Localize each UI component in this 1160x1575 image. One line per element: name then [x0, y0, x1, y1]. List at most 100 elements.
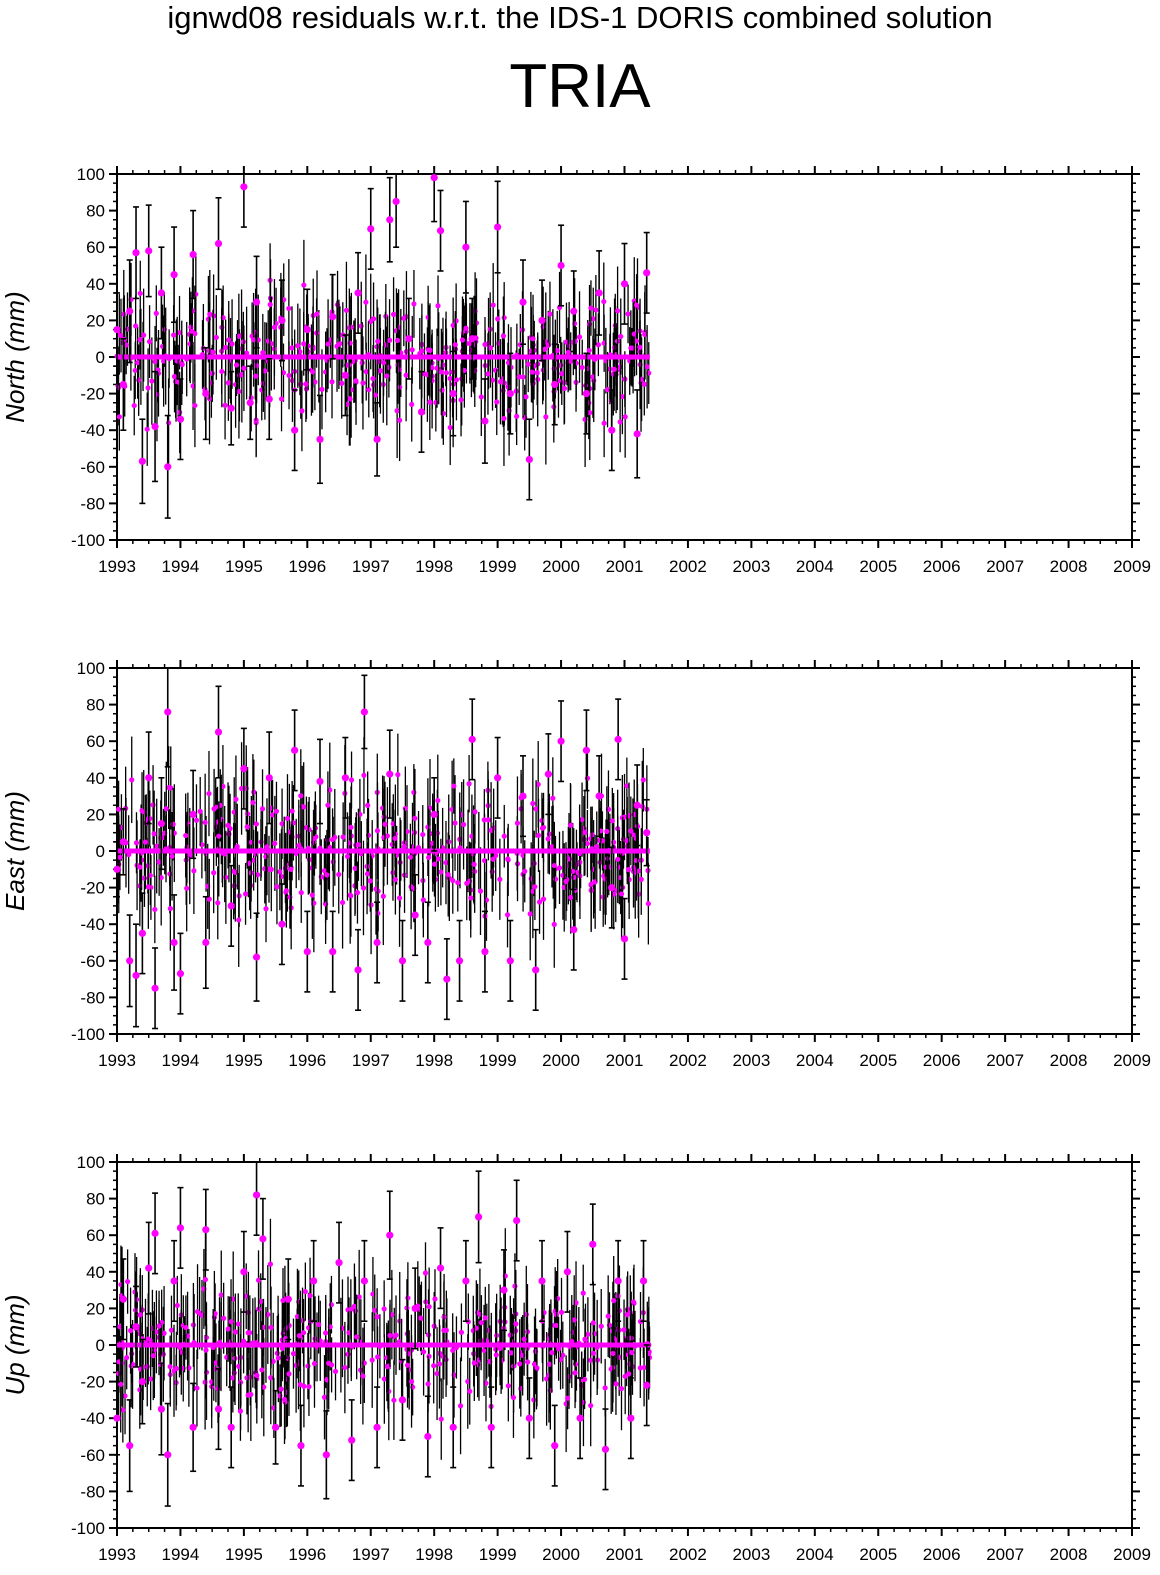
residual-point [538, 1277, 546, 1285]
residual-point [485, 817, 491, 823]
residual-point [298, 793, 304, 799]
residual-point [488, 827, 494, 833]
y-tick-label: -80 [80, 988, 105, 1007]
residual-point [316, 1321, 322, 1328]
residual-point [277, 869, 283, 875]
residual-point [297, 1442, 305, 1450]
y-tick-label: -20 [80, 385, 105, 404]
residual-point [298, 381, 304, 387]
residual-point [244, 350, 250, 356]
residual-point [150, 802, 156, 808]
residual-point [441, 1327, 447, 1334]
residual-point [157, 1405, 166, 1413]
x-tick-label: 1999 [479, 1051, 517, 1070]
residual-point [341, 371, 349, 379]
residual-point [193, 291, 199, 297]
y-tick-label: 80 [86, 202, 105, 221]
residual-point [360, 1277, 369, 1285]
residual-point [641, 381, 647, 387]
x-tick-label: 2006 [923, 557, 961, 576]
residual-point [306, 1384, 312, 1390]
x-tick-label: 1995 [225, 1545, 263, 1564]
residual-point [595, 342, 601, 348]
x-tick-label: 2008 [1050, 557, 1088, 576]
residual-point [319, 386, 325, 392]
residual-point [279, 821, 285, 827]
residual-point [467, 1388, 473, 1394]
residual-point [321, 1394, 328, 1400]
y-tick-label: 40 [86, 275, 105, 294]
residual-point [568, 358, 574, 364]
residual-point [303, 948, 311, 956]
residual-point [267, 1261, 274, 1267]
residual-point [202, 390, 210, 398]
x-tick-label: 1995 [225, 557, 263, 576]
y-tick-label: 100 [77, 1153, 105, 1172]
residual-point [363, 299, 369, 305]
y-tick-label: 100 [77, 165, 105, 184]
residual-point [219, 368, 225, 375]
residual-point [153, 310, 159, 316]
residual-point [411, 1304, 419, 1312]
residual-point [452, 820, 458, 826]
residual-point [118, 1381, 124, 1387]
residual-point [426, 1304, 432, 1310]
residual-point [152, 359, 158, 365]
residual-point [189, 810, 197, 819]
residual-point [192, 402, 198, 409]
residual-point [369, 1357, 375, 1363]
residual-point [390, 311, 397, 317]
residual-point [113, 865, 121, 873]
residual-point [228, 1319, 234, 1325]
residual-point [563, 878, 569, 885]
residual-point [289, 345, 295, 351]
residual-point [132, 1323, 140, 1331]
residual-point [443, 370, 450, 376]
residual-point [190, 1322, 197, 1328]
residual-point [202, 1379, 208, 1385]
residual-point [401, 844, 408, 850]
residual-point [420, 897, 426, 903]
residual-point [161, 358, 167, 364]
residual-point [382, 821, 388, 827]
residual-point [525, 1414, 533, 1422]
residual-point [625, 867, 632, 873]
residual-point [513, 1216, 521, 1225]
residual-point [361, 772, 367, 778]
x-tick-label: 1994 [162, 1051, 200, 1070]
residual-point [533, 806, 539, 812]
residual-point [120, 1407, 126, 1413]
residual-point [363, 369, 369, 375]
residual-point [449, 1423, 457, 1431]
residual-point [432, 1296, 438, 1302]
residual-point [435, 856, 441, 862]
residual-point [468, 895, 474, 901]
residual-point [544, 770, 552, 778]
x-tick-label: 1999 [479, 557, 517, 576]
residual-point [348, 777, 355, 783]
residual-point [392, 876, 398, 883]
x-tick-label: 1998 [415, 557, 453, 576]
residual-point [551, 380, 559, 389]
residual-point [163, 806, 169, 812]
x-tick-label: 1997 [352, 1545, 390, 1564]
residual-point [403, 372, 409, 378]
residual-point [490, 856, 496, 862]
residual-point [176, 970, 185, 978]
residual-point [116, 414, 122, 420]
residual-point [633, 857, 640, 864]
residual-point [133, 840, 140, 846]
residual-point [426, 854, 432, 861]
residual-point [131, 402, 137, 409]
residual-point [505, 1383, 511, 1389]
y-tick-label: -40 [80, 421, 105, 440]
residual-point [412, 815, 418, 821]
residual-point [303, 325, 311, 334]
residual-point [381, 1306, 387, 1312]
residual-point [630, 832, 636, 838]
residual-point [145, 1336, 151, 1342]
residual-point [557, 737, 565, 745]
residual-point [380, 893, 386, 899]
residual-point [571, 874, 577, 881]
residual-point [344, 853, 351, 860]
